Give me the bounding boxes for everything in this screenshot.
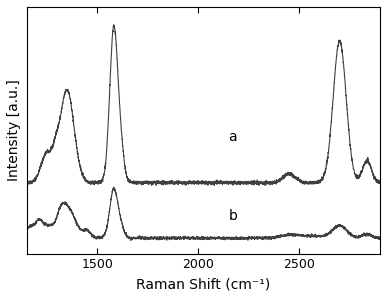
Text: b: b [229,209,237,223]
Text: a: a [229,130,237,144]
X-axis label: Raman Shift (cm⁻¹): Raman Shift (cm⁻¹) [136,277,271,291]
Y-axis label: Intensity [a.u.]: Intensity [a.u.] [7,79,21,181]
